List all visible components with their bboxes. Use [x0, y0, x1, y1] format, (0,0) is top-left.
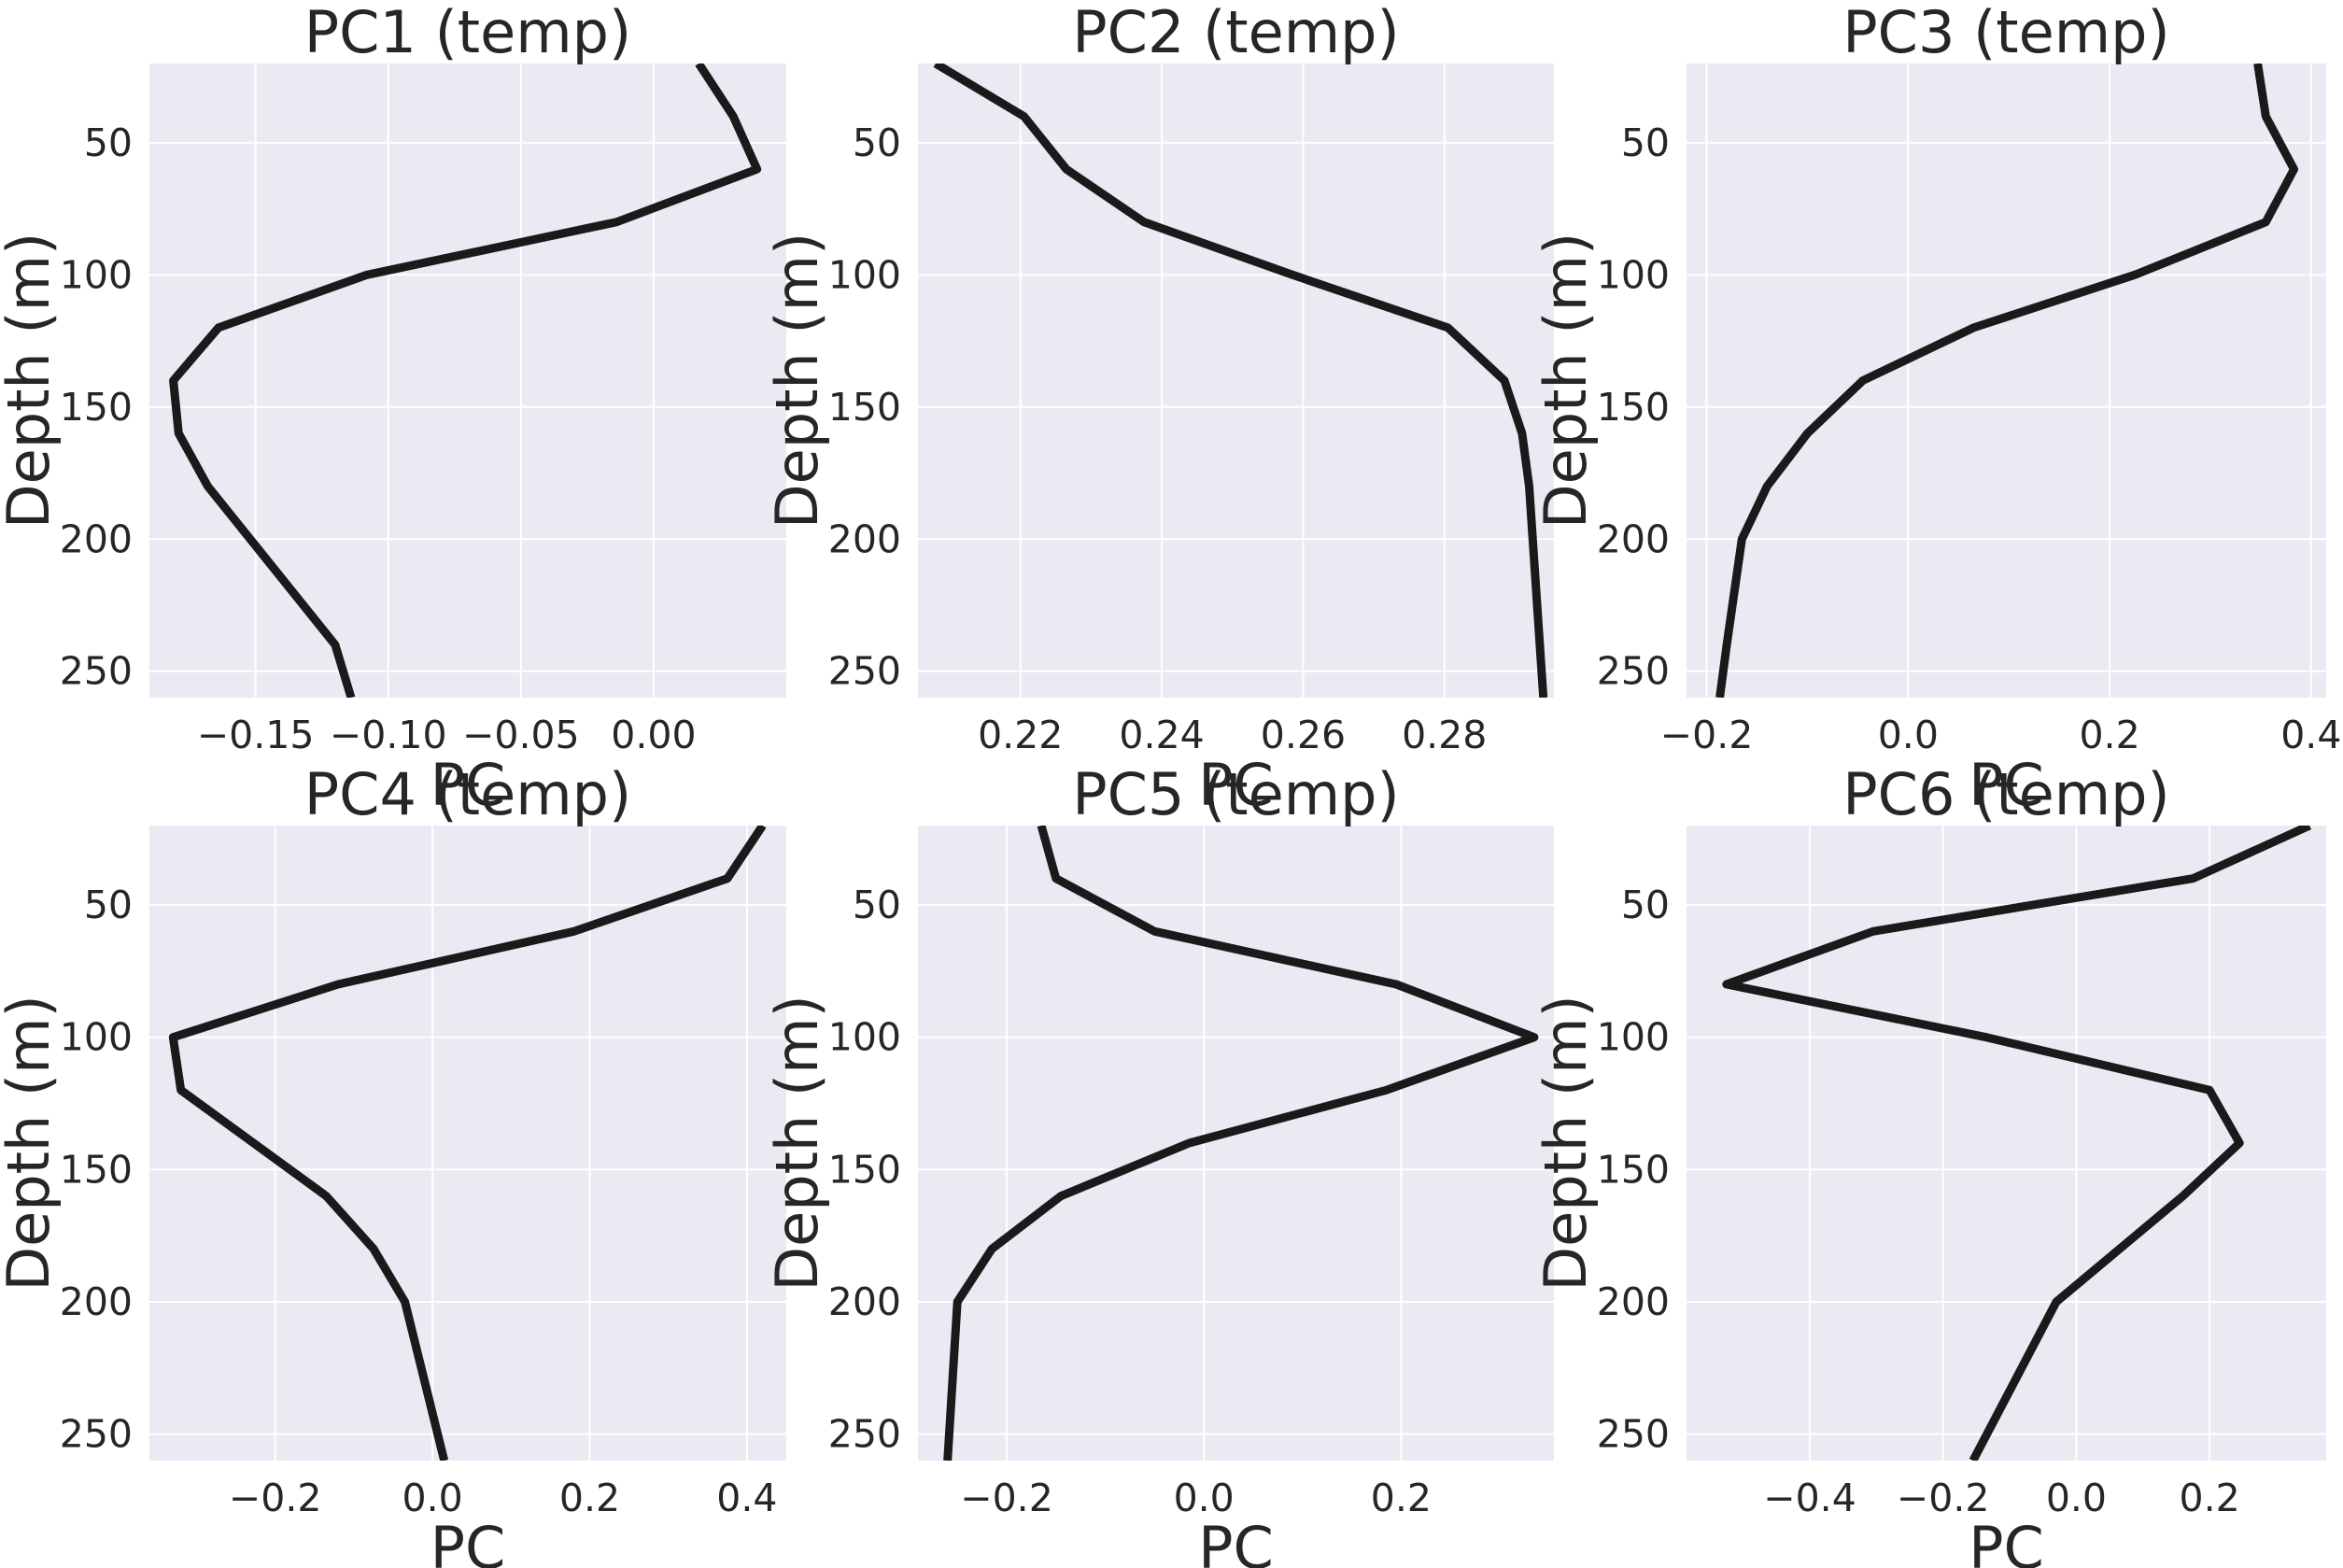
y-tick-label: 100	[1597, 252, 1670, 297]
series-line	[169, 64, 762, 698]
x-axis-label: PC	[1198, 751, 1274, 819]
x-tick-label: 0.26	[1261, 713, 1346, 757]
y-tick-label: 250	[1597, 1412, 1670, 1457]
plot-area	[1687, 826, 2326, 1461]
series-line	[1715, 64, 2298, 698]
y-tick-label: 100	[828, 252, 901, 297]
y-tick-label: 200	[1597, 516, 1670, 561]
y-tick-label: 200	[828, 516, 901, 561]
x-tick-label: −0.4	[1763, 1476, 1856, 1520]
x-tick-label: −0.2	[1897, 1476, 1990, 1520]
panel-pc2: 0.22 0.24 0.26 0.28 50 100 150 200 250 PC2 (temp)…	[763, 0, 1554, 819]
x-tick-label: 0.2	[1371, 1476, 1432, 1520]
x-tick-label: 0.0	[1174, 1476, 1235, 1520]
x-tick-label: 0.0	[1878, 713, 1939, 757]
y-tick-label: 150	[828, 1147, 901, 1192]
series-line	[943, 826, 1539, 1461]
y-tick-label: 100	[828, 1015, 901, 1060]
panel-title: PC5 (temp)	[1072, 760, 1399, 828]
x-tick-label: 0.2	[2079, 713, 2139, 757]
y-tick-label: 150	[1597, 385, 1670, 430]
panel-pc3: −0.2 0.0 0.2 0.4 50 100 150 200 250 PC3 (temp) PC D…	[1531, 0, 2341, 819]
panel-title: PC6 (temp)	[1842, 760, 2169, 828]
panel-pc5: −0.2 0.0 0.2 50 100 150 200 250 PC5 (temp) PC Dept…	[763, 760, 1554, 1568]
x-tick-label: −0.10	[330, 713, 447, 757]
y-tick-label: 50	[853, 120, 901, 165]
y-tick-label: 50	[84, 120, 133, 165]
x-tick-label: −0.15	[197, 713, 315, 757]
y-tick-label: 200	[60, 1279, 133, 1324]
x-tick-label: 0.4	[2280, 713, 2341, 757]
y-tick-label: 250	[828, 1412, 901, 1457]
plot-area	[149, 64, 786, 698]
y-tick-label: 200	[828, 1279, 901, 1324]
y-axis-label: Depth (m)	[763, 995, 831, 1291]
y-axis-label: Depth (m)	[1531, 233, 1600, 529]
x-tick-label: −0.05	[462, 713, 580, 757]
y-axis-label: Depth (m)	[763, 233, 831, 529]
x-tick-label: 0.24	[1119, 713, 1204, 757]
x-axis-label: PC	[430, 751, 506, 819]
plot-area	[149, 826, 786, 1461]
x-tick-label: 0.22	[978, 713, 1063, 757]
y-tick-label: 150	[828, 385, 901, 430]
x-tick-label: 0.00	[611, 713, 696, 757]
x-axis-label: PC	[1198, 1514, 1274, 1568]
y-tick-label: 50	[853, 883, 901, 927]
x-tick-label: 0.28	[1402, 713, 1487, 757]
x-tick-label: 0.2	[559, 1476, 620, 1520]
x-axis-label: PC	[1969, 751, 2044, 819]
x-tick-label: −0.2	[229, 1476, 322, 1520]
y-tick-label: 150	[60, 1147, 133, 1192]
panel-title: PC3 (temp)	[1842, 0, 2169, 66]
series-line	[168, 826, 767, 1461]
y-axis-label: Depth (m)	[0, 995, 63, 1291]
plot-area	[918, 64, 1554, 698]
panel-pc1: −0.15 −0.10 −0.05 0.00 50 100 150 200 250 PC1 (te…	[0, 0, 786, 819]
y-tick-label: 150	[60, 385, 133, 430]
y-tick-label: 250	[828, 649, 901, 694]
x-tick-label: −0.2	[1660, 713, 1754, 757]
y-axis-label: Depth (m)	[0, 233, 63, 529]
y-tick-label: 250	[60, 1412, 133, 1457]
y-tick-label: 50	[1621, 883, 1670, 927]
y-axis-label: Depth (m)	[1531, 995, 1600, 1291]
y-tick-label: 50	[1621, 120, 1670, 165]
panel-pc4: −0.2 0.0 0.2 0.4 50 100 150 200 250 PC4 (temp) PC D…	[0, 760, 786, 1568]
panel-pc6: −0.4 −0.2 0.0 0.2 50 100 150 200 250 PC6 (temp) PC…	[1531, 760, 2326, 1568]
x-tick-label: −0.2	[960, 1476, 1053, 1520]
x-tick-label: 0.2	[2180, 1476, 2240, 1520]
y-tick-label: 100	[60, 1015, 133, 1060]
plot-area	[918, 826, 1554, 1461]
series-line	[933, 64, 1548, 698]
y-tick-label: 250	[1597, 649, 1670, 694]
panel-title: PC1 (temp)	[304, 0, 631, 66]
x-tick-label: 0.4	[716, 1476, 777, 1520]
x-axis-label: PC	[1969, 1514, 2044, 1568]
x-tick-label: 0.0	[402, 1476, 463, 1520]
series-line	[1722, 826, 2312, 1461]
y-tick-label: 200	[1597, 1279, 1670, 1324]
y-tick-label: 150	[1597, 1147, 1670, 1192]
y-tick-label: 250	[60, 649, 133, 694]
y-tick-label: 100	[60, 252, 133, 297]
y-tick-label: 200	[60, 516, 133, 561]
x-tick-label: 0.0	[2046, 1476, 2107, 1520]
plot-area	[1687, 64, 2326, 698]
panel-title: PC2 (temp)	[1072, 0, 1399, 66]
y-tick-label: 50	[84, 883, 133, 927]
panel-title: PC4 (temp)	[304, 760, 631, 828]
y-tick-label: 100	[1597, 1015, 1670, 1060]
x-axis-label: PC	[430, 1514, 506, 1568]
